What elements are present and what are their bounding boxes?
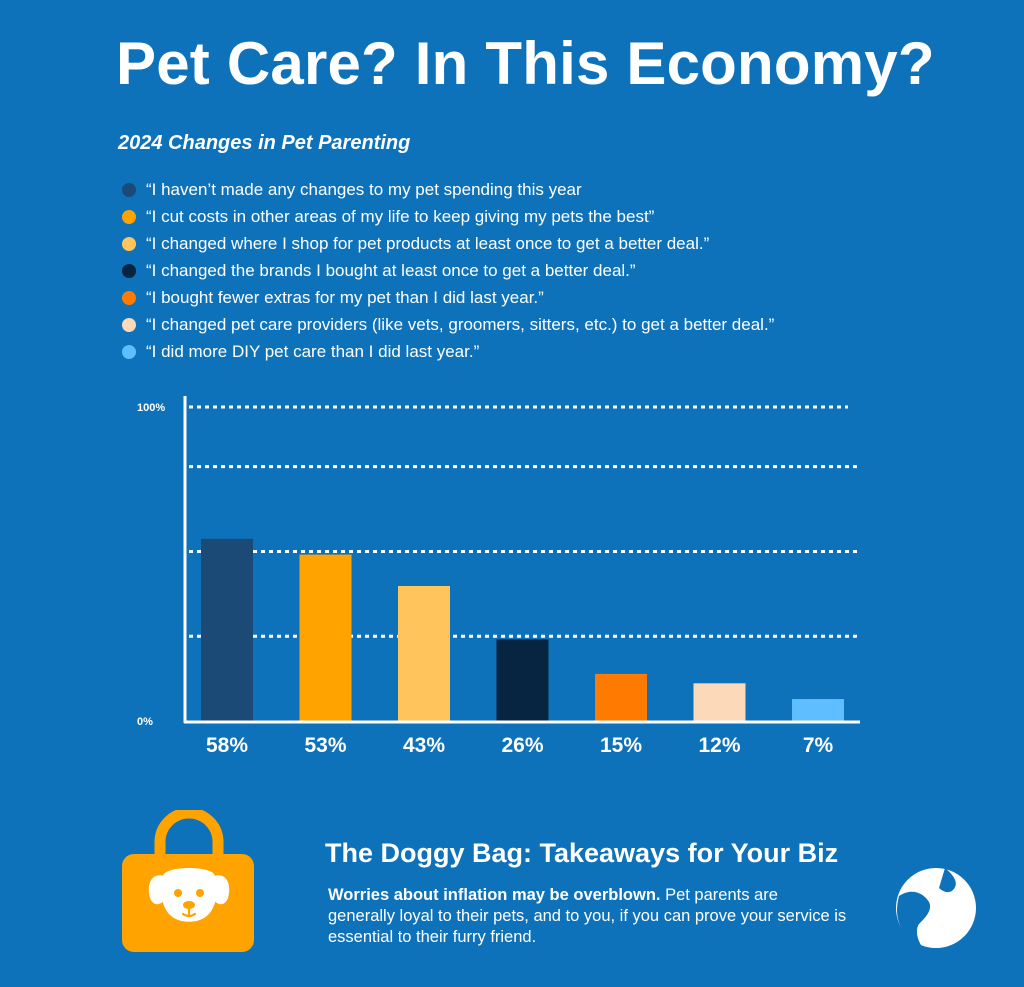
legend-label: “I haven’t made any changes to my pet sp… [146,179,582,199]
legend-item: “I changed the brands I bought at least … [122,257,774,284]
bar [595,673,647,721]
legend-label: “I bought fewer extras for my pet than I… [146,287,544,307]
chart-subtitle: 2024 Changes in Pet Parenting [118,132,411,154]
bar [496,639,549,721]
y-tick-label: 100% [137,402,165,414]
legend-swatch [122,344,136,359]
bar [693,683,746,721]
legend-item: “I changed where I shop for pet products… [122,230,774,257]
legend-item: “I haven’t made any changes to my pet sp… [122,176,774,203]
legend-swatch [122,317,136,332]
legend-item: “I did more DIY pet care than I did last… [122,338,774,365]
value-label: 43% [403,734,445,757]
legend-label: “I did more DIY pet care than I did last… [146,341,480,361]
value-label: 26% [501,734,543,757]
takeaway-text: Pet parents are generally loyal to their… [328,886,847,946]
shopping-bag-dog-icon [118,807,260,960]
value-label: 58% [206,734,248,757]
legend-swatch [122,263,136,278]
bar [398,585,450,721]
takeaway-body: Worries about inflation may be overblown… [328,885,848,948]
value-label: 7% [803,734,834,757]
bar [299,554,352,721]
legend-swatch [122,236,136,251]
legend-swatch [122,182,136,197]
bar-chart-svg: 100% 0% 58% 53% 43% 26% 15% 12% 7% [137,396,860,757]
dog-head-logo-icon [893,866,979,955]
legend-swatch [122,209,136,224]
value-label: 12% [698,734,740,757]
value-label: 15% [600,734,642,757]
page-title: Pet Care? In This Economy? [116,30,935,97]
legend-label: “I changed where I shop for pet products… [146,233,710,253]
legend-item: “I cut costs in other areas of my life t… [122,203,774,230]
takeaway-bold: Worries about inflation may be overblown… [328,886,661,904]
bar [201,538,253,721]
y-tick-label: 0% [137,716,153,728]
takeaway-title: The Doggy Bag: Takeaways for Your Biz [325,838,839,868]
legend-label: “I cut costs in other areas of my life t… [146,206,655,226]
legend-label: “I changed pet care providers (like vets… [146,314,775,334]
bar-chart: 100% 0% 58% 53% 43% 26% 15% 12% 7% [0,380,1024,780]
bar [792,699,844,721]
legend-label: “I changed the brands I bought at least … [146,260,636,280]
legend-item: “I bought fewer extras for my pet than I… [122,284,774,311]
legend-swatch [122,290,136,305]
chart-legend: “I haven’t made any changes to my pet sp… [122,176,774,365]
value-label: 53% [304,734,346,757]
legend-item: “I changed pet care providers (like vets… [122,311,774,338]
